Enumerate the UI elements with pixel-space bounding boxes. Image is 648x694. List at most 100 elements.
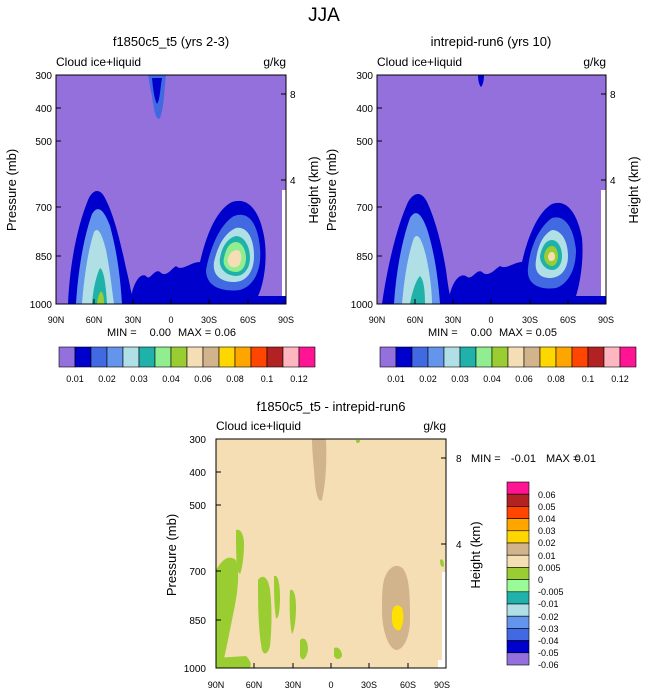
colorbar-swatch bbox=[539, 346, 557, 368]
panel-2-y2-tick-label: 4 bbox=[610, 176, 616, 187]
panel-3-colorbar-label: -0.05 bbox=[538, 648, 559, 658]
panel-3-negative-diff-contour bbox=[334, 647, 342, 659]
panel-3-colorbar-label: -0.01 bbox=[538, 599, 559, 609]
panel-1-colorbar-label: 0.08 bbox=[226, 374, 244, 384]
colorbar-swatch bbox=[475, 346, 493, 368]
panel-1-y-tick-label: 1000 bbox=[30, 300, 53, 311]
panel-3-background-contour bbox=[216, 439, 446, 668]
panel-3-negative-diff-contour bbox=[289, 589, 296, 634]
panel-3-y2-axis-title: Height (km) bbox=[468, 521, 483, 588]
panel-3-y-tick-label: 300 bbox=[189, 435, 206, 446]
panel-3-x-axis: 90N 60N 30N 0 30S 60S 90S bbox=[208, 663, 450, 690]
colorbar-swatch bbox=[506, 603, 530, 617]
panel-1-colorbar-label: 0.02 bbox=[98, 374, 116, 384]
panel-3-plot bbox=[215, 438, 447, 669]
colorbar-swatch bbox=[506, 542, 530, 556]
colorbar-swatch bbox=[395, 346, 413, 368]
panel-3-x-tick-label: 90S bbox=[434, 680, 450, 690]
colorbar-swatch bbox=[186, 346, 204, 368]
panel-3-colorbar-label: -0.005 bbox=[538, 587, 564, 597]
colorbar-swatch bbox=[506, 579, 530, 593]
panel-3-colorbar-label: 0.005 bbox=[538, 563, 561, 573]
panel-3-y-tick-label: 400 bbox=[189, 468, 206, 479]
colorbar-swatch bbox=[506, 652, 530, 666]
colorbar-swatch bbox=[506, 628, 530, 641]
panel-1-y-tick-label: 700 bbox=[35, 203, 52, 214]
panel-3-colorbar-label: 0.03 bbox=[538, 526, 556, 536]
panel-3-units-label: g/kg bbox=[423, 419, 446, 433]
panel-3-negative-diff-contour bbox=[356, 440, 360, 444]
panel-3-y-axis-title: Pressure (mb) bbox=[164, 514, 179, 596]
panel-2-min-label: MIN = bbox=[428, 327, 458, 339]
colorbar-swatch bbox=[90, 346, 108, 368]
panel-2-y-tick-label: 1000 bbox=[351, 300, 374, 311]
panel-1-colorbar-label: 0.04 bbox=[162, 374, 180, 384]
panel-1-x-axis: 90N 60N 30N 0 30S 60S 90S bbox=[48, 299, 294, 325]
colorbar-swatch bbox=[587, 346, 605, 368]
panel-3-x-tick-label: 30S bbox=[361, 680, 377, 690]
panel-2-sh-cloud-contour bbox=[548, 252, 555, 261]
panel-3-y2-axis: 8 4 Height (km) bbox=[441, 454, 483, 589]
panel-2-plot bbox=[376, 74, 607, 305]
panel-2: intrepid-run6 (yrs 10) Cloud ice+liquid … bbox=[324, 34, 641, 384]
panel-1-y-tick-label: 850 bbox=[35, 252, 52, 263]
panel-3-min-label: MIN = bbox=[471, 453, 501, 465]
panel-2-max-label: MAX = bbox=[499, 327, 532, 339]
panel-1-nh-cloud-contour bbox=[92, 268, 107, 304]
panel-3-negative-diff-contour bbox=[216, 557, 239, 668]
panel-1-x-tick-label: 30S bbox=[201, 315, 217, 325]
panel-2-x-tick-label: 30N bbox=[445, 315, 462, 325]
colorbar-swatch bbox=[266, 346, 284, 368]
panel-2-y2-axis-title: Height (km) bbox=[626, 156, 641, 223]
panel-1-y-axis: 300 400 500 700 850 1000 Pressure (mb) bbox=[4, 71, 61, 311]
colorbar-swatch bbox=[411, 346, 429, 368]
panel-3-negative-diff-contour bbox=[300, 638, 308, 660]
panel-2-colorbar-label: 0.04 bbox=[483, 374, 501, 384]
colorbar-swatch bbox=[154, 346, 172, 368]
panel-1-x-tick-label: 90N bbox=[48, 315, 65, 325]
panel-1-min-label: MIN = bbox=[107, 327, 137, 339]
panel-2-colorbar-label: 0.06 bbox=[515, 374, 533, 384]
panel-2-x-tick-label: 90S bbox=[598, 315, 614, 325]
panel-1-y-tick-label: 400 bbox=[35, 104, 52, 115]
panel-2-y-tick-label: 300 bbox=[356, 71, 373, 82]
panel-3-colorbar: 0.06 0.05 0.04 0.03 0.02 0.01 0.005 0 -0… bbox=[506, 481, 564, 670]
panel-1-nh-cloud-contour bbox=[97, 291, 104, 304]
panel-2-y2-tick-label: 8 bbox=[610, 90, 616, 101]
panel-2-colorbar-label: 0.03 bbox=[451, 374, 469, 384]
figure-title: JJA bbox=[308, 5, 340, 26]
colorbar-swatch bbox=[202, 346, 220, 368]
panel-2-title: intrepid-run6 (yrs 10) bbox=[431, 34, 552, 49]
panel-2-y-axis-title: Pressure (mb) bbox=[324, 149, 339, 231]
panel-1-colorbar-label: 0.1 bbox=[261, 374, 274, 384]
panel-1-missing-region-edge bbox=[282, 190, 286, 296]
panel-3-colorbar-label: -0.02 bbox=[538, 612, 559, 622]
colorbar-swatch bbox=[506, 493, 530, 507]
colorbar-swatch bbox=[58, 346, 76, 368]
panel-3-missing-region-edge bbox=[442, 572, 446, 660]
panel-2-x-tick-label: 0 bbox=[488, 315, 493, 325]
panel-1-plot bbox=[55, 74, 287, 305]
panel-3-colorbar-label: 0.05 bbox=[538, 502, 556, 512]
panel-3-negative-diff-contour bbox=[258, 576, 272, 654]
colorbar-swatch bbox=[506, 530, 530, 544]
panel-1-x-tick-label: 0 bbox=[168, 315, 173, 325]
panel-2-x-tick-label: 30S bbox=[522, 315, 538, 325]
colorbar-swatch bbox=[170, 346, 188, 368]
colorbar-swatch bbox=[250, 346, 268, 368]
colorbar-swatch bbox=[506, 615, 530, 629]
panel-3-stats: MIN = -0.01 MAX = 0.01 bbox=[471, 453, 596, 465]
panel-2-nh-cloud-contour bbox=[402, 236, 432, 304]
colorbar-swatch bbox=[122, 346, 140, 368]
panel-2-max-value: 0.05 bbox=[536, 327, 557, 339]
panel-3-min-value: -0.01 bbox=[511, 453, 536, 465]
panel-2-min-value: 0.00 bbox=[471, 327, 492, 339]
panel-3-negative-diff-contour bbox=[440, 559, 444, 567]
panel-3-x-tick-label: 0 bbox=[328, 680, 333, 690]
panel-3-y-tick-label: 1000 bbox=[184, 664, 207, 675]
panel-1-y2-axis: 8 4 Height (km) bbox=[281, 90, 321, 224]
colorbar-swatch bbox=[571, 346, 589, 368]
panel-2-colorbar-label: 0.02 bbox=[419, 374, 437, 384]
panel-1-colorbar-label: 0.12 bbox=[290, 374, 308, 384]
